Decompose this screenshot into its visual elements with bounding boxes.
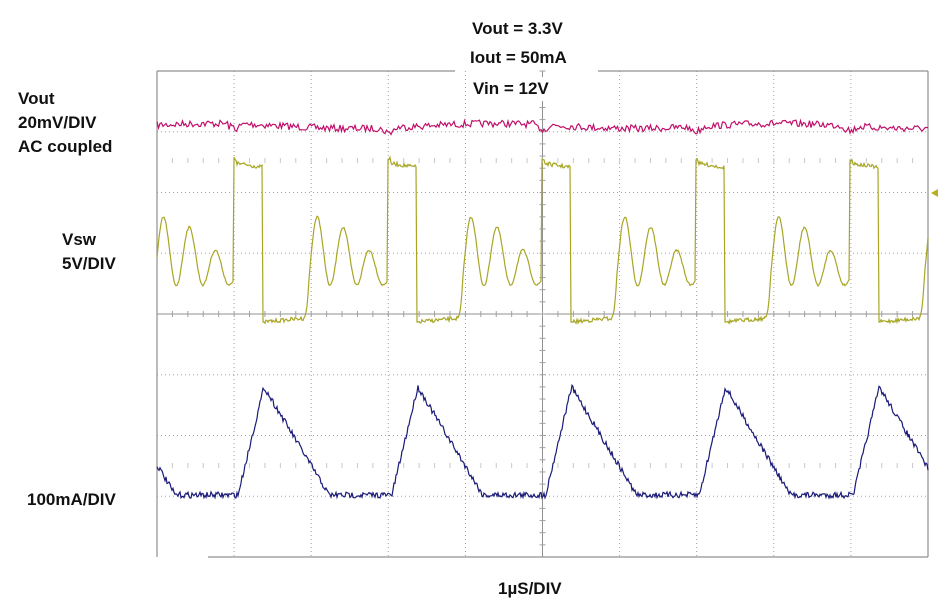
vout-channel-name: Vout bbox=[18, 89, 55, 108]
vout-channel-coupling: AC coupled bbox=[18, 137, 113, 156]
timebase-label: 1µS/DIV bbox=[498, 579, 562, 598]
vsw-trace bbox=[156, 155, 929, 325]
condition-vout: Vout = 3.3V bbox=[468, 17, 567, 41]
trigger-level-marker-icon bbox=[931, 189, 938, 197]
vsw-channel-name: Vsw bbox=[62, 230, 97, 249]
current-channel-scale: 100mA/DIV bbox=[27, 490, 116, 509]
vout-channel-scale: 20mV/DIV bbox=[18, 113, 97, 132]
condition-vin: Vin = 12V bbox=[469, 77, 553, 101]
plot-frame bbox=[156, 70, 929, 558]
vout-trace bbox=[156, 118, 929, 136]
graticule-grid bbox=[156, 70, 929, 558]
condition-iout: Iout = 50mA bbox=[466, 46, 571, 70]
vsw-channel-scale: 5V/DIV bbox=[62, 254, 116, 273]
inductor-current-trace bbox=[156, 383, 929, 500]
